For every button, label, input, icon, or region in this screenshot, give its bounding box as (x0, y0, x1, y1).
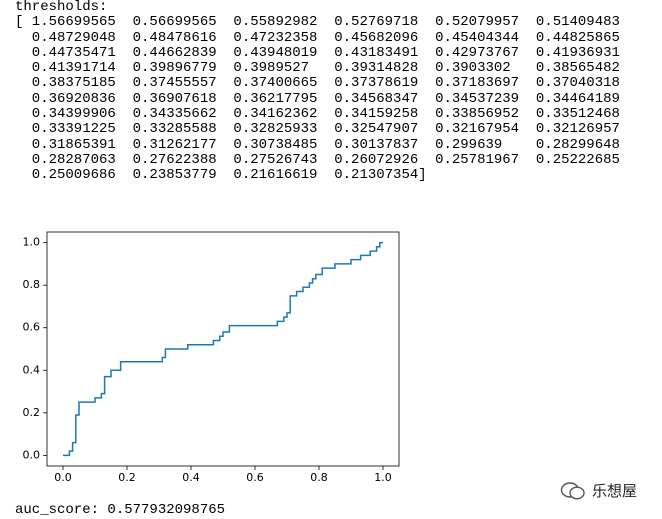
y-tick-label: 0.4 (23, 363, 41, 376)
output-line: 0.48729048 0.48478616 0.47232358 0.45682… (15, 29, 620, 46)
output-line: 0.25009686 0.23853779 0.21616619 0.21307… (15, 167, 427, 184)
output-line: [ 1.56699565 0.56699565 0.55892982 0.527… (15, 14, 620, 31)
x-tick-label: 0.2 (118, 471, 136, 484)
y-tick-label: 1.0 (23, 236, 41, 249)
output-line: 0.38375185 0.37455557 0.37400665 0.37378… (15, 75, 620, 92)
y-tick-label: 0.0 (23, 448, 41, 461)
output-line: thresholds: (15, 0, 108, 15)
output-line: 0.36920836 0.36907618 0.36217795 0.34568… (15, 90, 620, 107)
x-tick-label: 0.8 (310, 471, 328, 484)
output-text: thresholds:[ 1.56699565 0.56699565 0.558… (15, 0, 620, 184)
x-tick-label: 0.6 (246, 471, 264, 484)
y-tick-label: 0.6 (23, 321, 41, 334)
watermark-text: 乐想屋 (592, 482, 638, 500)
y-tick-label: 0.8 (23, 278, 41, 291)
roc-line (63, 241, 383, 457)
output-line: 0.34399906 0.34335662 0.34162362 0.34159… (15, 106, 620, 123)
watermark: 乐想屋 (560, 480, 637, 501)
x-tick-label: 1.0 (374, 471, 392, 484)
output-line: 0.33391225 0.33285588 0.32825933 0.32547… (15, 121, 620, 138)
output-line: 0.44735471 0.44662839 0.43948019 0.43183… (15, 44, 620, 61)
axes-frame (46, 231, 400, 467)
output-line: 0.41391714 0.39896779 0.3989527 0.393148… (15, 60, 620, 77)
x-tick-label: 0.0 (54, 471, 72, 484)
output-line: 0.28287063 0.27622388 0.27526743 0.26072… (15, 151, 620, 168)
output-line: 0.31865391 0.31262177 0.30738485 0.30137… (15, 136, 620, 153)
y-tick-label: 0.2 (23, 406, 41, 419)
auc-score: auc_score: 0.577932098765 (15, 502, 226, 518)
wechat-icon (560, 481, 585, 500)
x-tick-label: 0.4 (182, 471, 200, 484)
